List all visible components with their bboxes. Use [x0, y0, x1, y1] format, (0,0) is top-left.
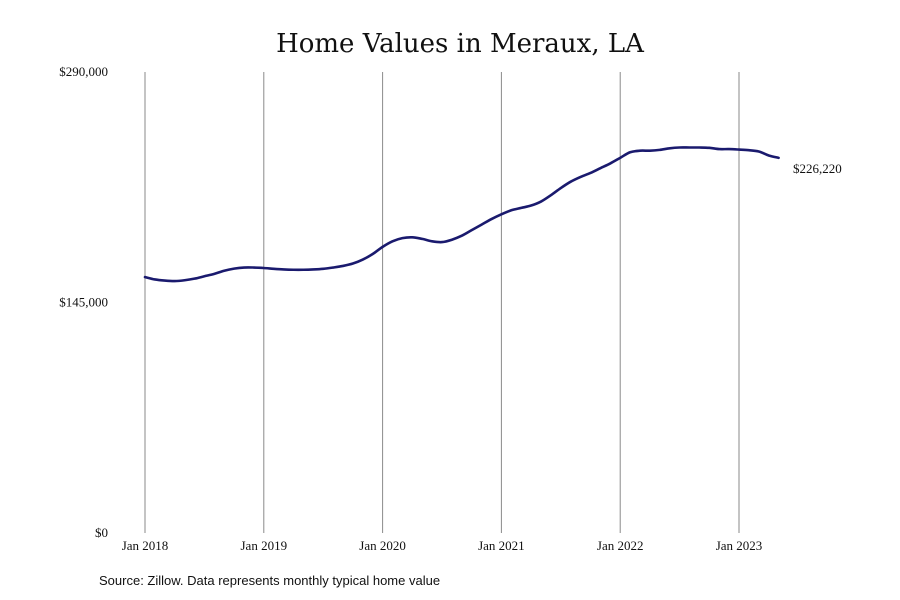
x-tick-label: Jan 2018 — [122, 538, 169, 553]
y-tick-label: $145,000 — [59, 295, 108, 310]
end-value-label: $226,220 — [793, 161, 842, 176]
x-axis-tick-labels: Jan 2018 Jan 2019 Jan 2020 Jan 2021 Jan 2022… — [122, 538, 763, 553]
x-tick-label: Jan 2023 — [716, 538, 763, 553]
chart-title: Home Values in Meraux, LA — [276, 29, 645, 59]
x-tick-label: Jan 2021 — [478, 538, 525, 553]
source-note: Source: Zillow. Data represents monthly … — [99, 573, 440, 588]
y-tick-label: $290,000 — [59, 64, 108, 79]
home-value-series-line — [143, 146, 780, 283]
y-axis-tick-labels: $0 $145,000 $290,000 — [59, 64, 108, 540]
vertical-gridlines — [144, 72, 740, 533]
x-tick-label: Jan 2022 — [597, 538, 644, 553]
y-tick-label: $0 — [95, 525, 108, 540]
x-tick-label: Jan 2019 — [241, 538, 288, 553]
x-tick-label: Jan 2020 — [359, 538, 406, 553]
